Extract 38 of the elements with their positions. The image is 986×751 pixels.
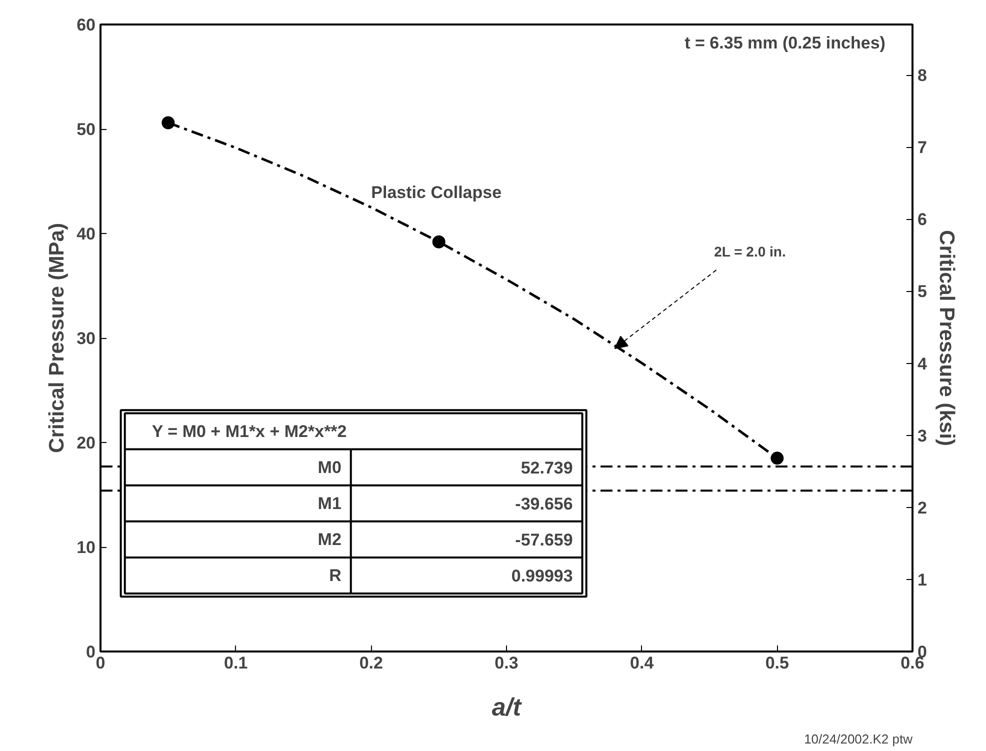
y2-tick-label: 2: [918, 498, 927, 518]
point: [770, 452, 784, 465]
annotation: -57.659: [515, 530, 573, 550]
point: [162, 116, 175, 130]
text: 10/24/2002.K2 ptw: [804, 732, 914, 746]
annotation: M1: [318, 494, 342, 513]
annotation: M0: [318, 458, 342, 477]
annotation: -39.656: [515, 494, 573, 514]
y-tick-label: 50: [76, 120, 96, 139]
y-tick-label: 20: [76, 434, 96, 452]
x-tick-label: 0.3: [494, 654, 518, 672]
annotation: t = 6.35 mm (0.25 inches): [684, 34, 886, 53]
y2-tick-label: 1: [918, 570, 927, 590]
x-tick-label: 0.1: [224, 654, 248, 672]
y2-tick-label: 8: [918, 66, 927, 86]
point: [432, 235, 446, 248]
y-axis-title: Critical Pressure (MPa): [46, 223, 69, 453]
x-axis-title: a/t: [492, 694, 523, 722]
annotation: Y = M0 + M1*x + M2*x**2: [152, 422, 347, 441]
x-tick-label: 0.2: [359, 654, 383, 672]
annotation: R: [329, 566, 342, 585]
annotation: Plastic Collapse: [371, 183, 502, 202]
y2-axis-title: Critical Pressure (ksi): [934, 230, 958, 446]
y2-tick-label: 7: [918, 138, 927, 158]
y2-tick-label: 3: [918, 426, 927, 446]
y-tick-label: 10: [76, 538, 96, 557]
y2-tick-label: 4: [918, 354, 928, 374]
y-tick-label: 30: [76, 329, 96, 348]
x-tick-label: 0.4: [630, 654, 654, 672]
annotation: 2L = 2.0 in.: [714, 244, 786, 260]
x-tick-label: 0.5: [765, 654, 789, 672]
annotation: M2: [318, 530, 342, 549]
annotation: 0.99993: [511, 566, 573, 586]
y-tick-label: 60: [76, 16, 96, 34]
y2-tick-label: 6: [918, 210, 927, 230]
y-tick-label: 40: [76, 224, 96, 244]
y2-tick-label: 5: [918, 282, 927, 302]
annotation: 52.739: [520, 458, 573, 478]
